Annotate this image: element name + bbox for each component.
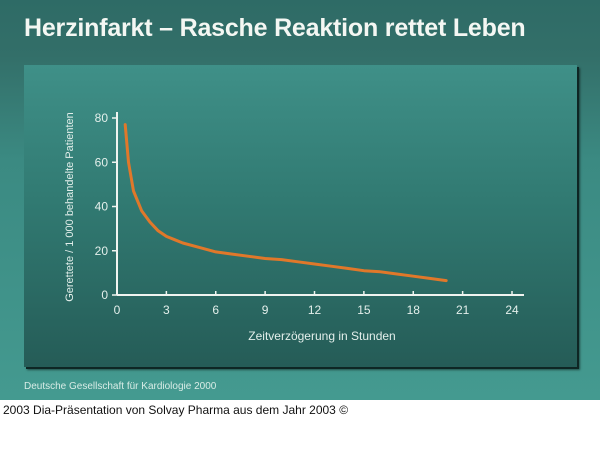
x-tick-label: 9 (262, 303, 269, 317)
slide-title: Herzinfarkt – Rasche Reaktion rettet Leb… (24, 14, 526, 42)
x-tick-label: 15 (357, 303, 371, 317)
y-tick-label: 40 (95, 200, 109, 214)
x-tick-label: 18 (407, 303, 421, 317)
y-tick-label: 80 (95, 111, 109, 125)
x-tick-label: 6 (212, 303, 219, 317)
x-axis-label: Zeitverzögerung in Stunden (248, 329, 395, 343)
y-tick-label: 60 (95, 155, 109, 169)
chart: 0 20 40 60 80 0 3 6 9 12 15 18 21 24 Gerettete / 1 00… (64, 111, 524, 343)
source-note: Deutsche Gesellschaft für Kardiologie 20… (24, 381, 217, 392)
x-tick-label: 24 (505, 303, 519, 317)
chart-curve (123, 123, 448, 283)
data-curve (123, 123, 448, 283)
slide: Herzinfarkt – Rasche Reaktion rettet Leb… (0, 0, 600, 400)
y-tick-label: 20 (95, 244, 109, 258)
x-tick-label: 3 (163, 303, 170, 317)
x-tick-label: 12 (308, 303, 322, 317)
image-caption: 2003 Dia-Präsentation von Solvay Pharma … (3, 403, 349, 417)
y-tick-label: 0 (101, 288, 108, 302)
y-axis-label: Gerettete / 1 000 behandelte Patienten (64, 112, 76, 302)
chart-axes: 0 20 40 60 80 0 3 6 9 12 15 18 21 24 (95, 111, 524, 317)
x-tick-label: 21 (456, 303, 470, 317)
x-tick-label: 0 (114, 303, 121, 317)
